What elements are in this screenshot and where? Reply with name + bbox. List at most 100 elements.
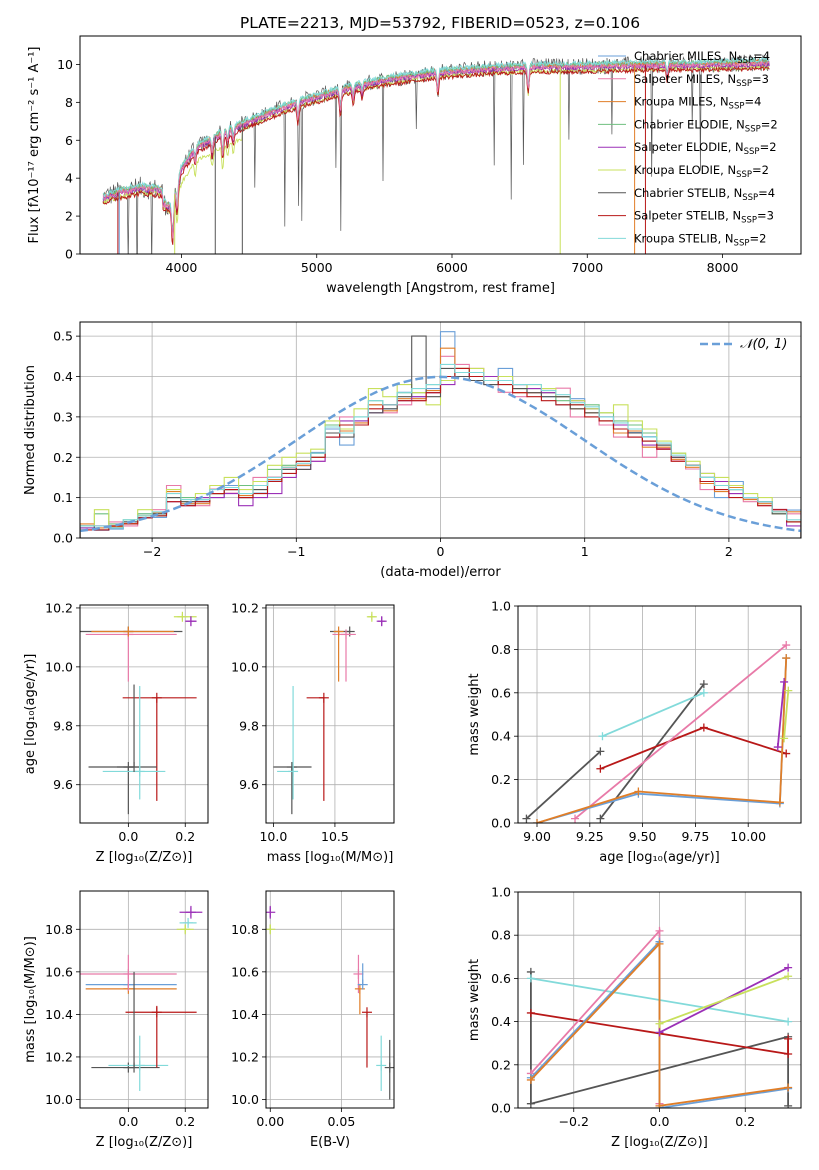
y-axis-label: mass weight xyxy=(467,959,482,1041)
errorbar-point-7 xyxy=(376,616,387,627)
y-tick-label: 0.0 xyxy=(491,816,511,831)
y-tick-label: 0.0 xyxy=(491,1101,511,1116)
panel-weight_vs_age: 9.00 9.25 9.50 9.75 10.00 0.0 0.2 0.4 0.6 0.8 1.0 a… xyxy=(467,599,802,865)
weight-series-3 xyxy=(596,723,791,773)
y-tick-label: 0.8 xyxy=(491,928,511,943)
panel-age_vs_mass: 10.0 10.5 9.6 9.8 10.0 10.2 mass [log₁₀(M/M⊙)] xyxy=(231,600,395,865)
y-tick-label: 10.4 xyxy=(45,1007,73,1022)
legend-name: Salpeter STELIB, N xyxy=(634,209,741,223)
panel-residuals: −2 −1 0 1 2 0.0 0.1 0.2 0.3 0.4 0.5 (data-model)/er… xyxy=(23,321,802,580)
errorbar-point-1 xyxy=(277,686,299,800)
errorbar-point-8 xyxy=(185,616,197,627)
legend-entry: Kroupa ELODIE, NSSP=2 xyxy=(598,163,769,180)
x-tick-label: −1 xyxy=(287,544,305,559)
weight-line xyxy=(530,928,661,1104)
gridlines xyxy=(80,605,208,823)
weight-marker xyxy=(571,814,580,823)
weight-series-7 xyxy=(655,972,793,1028)
legend-tail: =2 xyxy=(749,231,766,245)
weight-series-0 xyxy=(522,747,605,823)
legend-label: Salpeter ELODIE, NSSP=2 xyxy=(634,140,777,157)
y-tick-label: 1.0 xyxy=(491,885,511,900)
x-axis-label: mass [log₁₀(M/M⊙)] xyxy=(267,850,394,865)
legend-sub: SSP xyxy=(741,216,757,226)
weight-marker xyxy=(655,1028,664,1037)
errorbar-point-3 xyxy=(85,979,177,990)
weight-line xyxy=(602,691,705,738)
histogram-8 xyxy=(80,363,801,538)
x-tick-label: 1 xyxy=(581,544,589,559)
y-tick-label: 8 xyxy=(65,95,73,110)
errorbar-point-6 xyxy=(366,611,377,622)
x-tick-label: 5000 xyxy=(301,260,333,275)
legend-label: Chabrier MILES, NSSP=4 xyxy=(634,49,770,66)
y-axis-label: Flux [fλ10⁻¹⁷ erg cm⁻² s⁻¹ A⁻¹] xyxy=(27,47,42,244)
y-tick-label: 10.0 xyxy=(231,1092,259,1107)
plot-area xyxy=(102,54,770,254)
y-tick-label: 0.0 xyxy=(53,531,73,546)
x-tick-label: 0.2 xyxy=(175,1114,195,1129)
residual-legend: 𝒩(0, 1) xyxy=(700,337,787,352)
y-tick-label: 1.0 xyxy=(491,599,511,614)
x-tick-label: 7000 xyxy=(571,260,603,275)
legend-name: Kroupa STELIB, N xyxy=(634,231,734,245)
legend-tail: =4 xyxy=(744,95,761,109)
y-tick-label: 0.6 xyxy=(491,971,511,986)
legend-entry: Chabrier MILES, NSSP=4 xyxy=(598,49,770,66)
weight-marker xyxy=(596,764,605,773)
y-tick-label: 10.2 xyxy=(45,1049,73,1064)
weight-series-4 xyxy=(571,641,791,823)
legend-name: Kroupa MILES, N xyxy=(634,95,729,109)
legend-sub: SSP xyxy=(734,238,750,248)
plot-area xyxy=(80,611,197,815)
legend-name: Chabrier STELIB, N xyxy=(634,186,742,200)
weight-marker xyxy=(784,972,793,981)
legend-entry: Salpeter ELODIE, NSSP=2 xyxy=(598,140,777,157)
x-tick-label: 10.5 xyxy=(321,829,349,844)
weight-marker xyxy=(596,747,605,756)
gridlines xyxy=(518,605,801,824)
weight-marker xyxy=(526,1099,535,1108)
plot-area xyxy=(526,926,793,1108)
y-tick-label: 9.8 xyxy=(239,718,259,733)
errorbar-point-1 xyxy=(108,1035,169,1091)
weight-line xyxy=(776,681,785,748)
weight-marker xyxy=(782,641,791,650)
legend-entry: Chabrier STELIB, NSSP=4 xyxy=(598,186,775,203)
plot-area xyxy=(80,331,801,538)
y-tick-label: 0.4 xyxy=(491,729,511,744)
y-tick-label: 0.6 xyxy=(491,685,511,700)
weight-marker xyxy=(655,1101,664,1108)
legend-tail: =2 xyxy=(761,117,778,131)
x-tick-label: −0.2 xyxy=(559,1114,589,1129)
y-tick-label: 0.4 xyxy=(491,1014,511,1029)
errorbar-point-6 xyxy=(266,905,276,919)
plot-area xyxy=(266,905,394,1100)
plot-area xyxy=(522,641,793,823)
legend-sub: SSP xyxy=(736,79,752,89)
legend-entry: Chabrier ELODIE, NSSP=2 xyxy=(598,117,778,134)
legend-label: Salpeter MILES, NSSP=3 xyxy=(634,72,769,89)
legend-name: Salpeter ELODIE, N xyxy=(634,140,744,154)
legend-tail: =3 xyxy=(757,209,774,223)
errorbar-point-8 xyxy=(176,924,194,935)
errorbar-point-7 xyxy=(173,611,197,622)
legend-name: Chabrier ELODIE, N xyxy=(634,117,745,131)
panel-mass_vs_Z: 0.0 0.2 10.0 10.2 10.4 10.6 10.8 Z [log₁₀(Z/Z⊙)… xyxy=(23,890,209,1150)
axes-frame xyxy=(79,35,802,255)
legend-label: Kroupa MILES, NSSP=4 xyxy=(634,95,761,112)
weight-series-6 xyxy=(533,654,791,823)
y-tick-label: 10.4 xyxy=(231,1007,259,1022)
legend-name: Chabrier MILES, N xyxy=(634,49,737,63)
plot-area xyxy=(80,905,203,1091)
weight-line xyxy=(659,975,789,1025)
legend-name: Salpeter MILES, N xyxy=(634,72,736,86)
weight-marker xyxy=(784,1034,793,1043)
weight-marker xyxy=(526,1075,535,1084)
x-tick-label: 10.00 xyxy=(730,829,766,844)
errorbar-point-2 xyxy=(125,1005,197,1068)
errorbar-point-4 xyxy=(85,983,177,994)
weight-marker xyxy=(526,974,535,983)
x-axis-label: wavelength [Angstrom, rest frame] xyxy=(326,281,555,296)
